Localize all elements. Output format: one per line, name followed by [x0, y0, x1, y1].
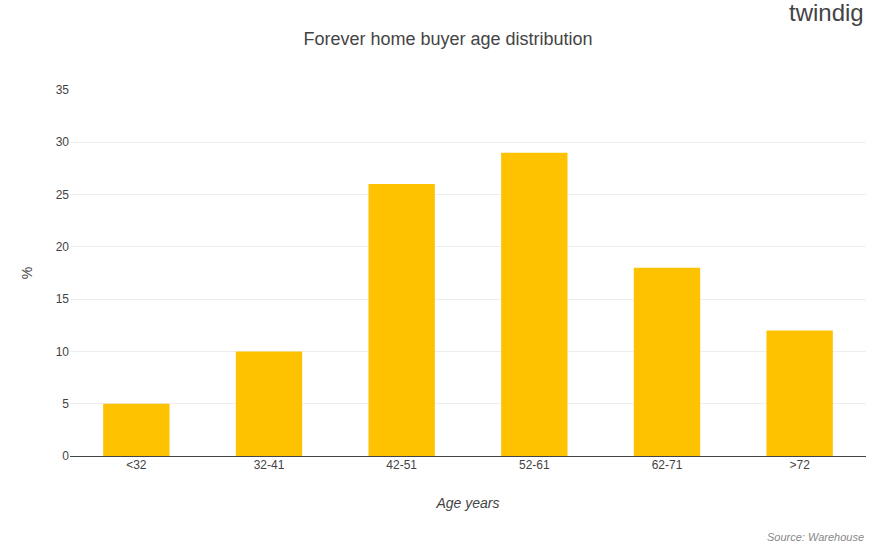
svg-text:>72: >72 [789, 458, 810, 472]
svg-text:Source: Warehouse: Source: Warehouse [767, 531, 864, 543]
svg-text:35: 35 [56, 83, 70, 97]
svg-text:32-41: 32-41 [254, 458, 285, 472]
svg-text:0: 0 [62, 449, 69, 463]
svg-text:twindig: twindig [789, 0, 864, 26]
svg-text:25: 25 [56, 188, 70, 202]
svg-text:<32: <32 [126, 458, 147, 472]
svg-text:30: 30 [56, 135, 70, 149]
svg-text:20: 20 [56, 240, 70, 254]
svg-text:42-51: 42-51 [386, 458, 417, 472]
svg-text:%: % [19, 267, 35, 279]
svg-text:52-61: 52-61 [519, 458, 550, 472]
svg-text:15: 15 [56, 292, 70, 306]
svg-text:5: 5 [62, 397, 69, 411]
svg-text:10: 10 [56, 345, 70, 359]
svg-text:62-71: 62-71 [652, 458, 683, 472]
svg-text:Age years: Age years [435, 495, 499, 511]
svg-text:Forever home buyer age distrib: Forever home buyer age distribution [303, 29, 592, 49]
